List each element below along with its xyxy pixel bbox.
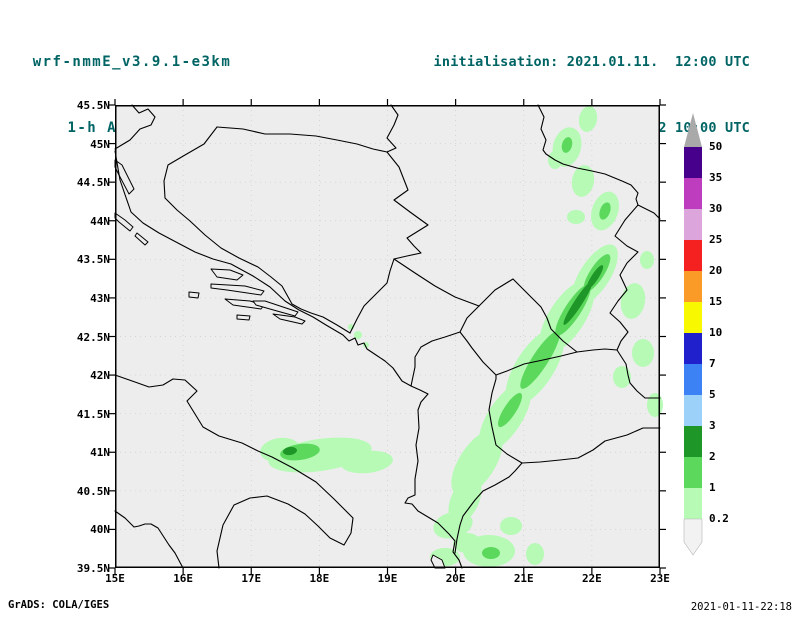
colorbar-level-label: 25	[709, 233, 723, 246]
lat-axis-label: 42.5N	[76, 330, 110, 344]
lat-axis-label: 43.5N	[76, 253, 110, 267]
colorbar-level-label: 2	[709, 450, 716, 463]
colorbar-level-label: 50	[709, 140, 723, 153]
lat-axis-label: 41.5N	[76, 407, 110, 421]
colorbar-top-arrow	[684, 113, 702, 147]
islands	[114, 159, 446, 569]
map-frame	[115, 105, 660, 568]
colorbar-level-label: 35	[709, 171, 723, 184]
colorbar-bottom-arrow	[683, 518, 703, 556]
colorbar-level-label: 20	[709, 264, 723, 277]
lat-axis-label: 40.5N	[76, 484, 110, 498]
colorbar-level-label: 30	[709, 202, 723, 215]
lon-axis-label: 22E	[581, 572, 602, 585]
colorbar-level-label: 3	[709, 419, 716, 432]
colorbar-level-label: 5	[709, 388, 716, 401]
lon-axis-label: 15E	[105, 572, 125, 585]
colorbar-segment	[684, 395, 702, 426]
colorbar-segment	[684, 271, 702, 302]
colorbar-level-label: 7	[709, 357, 716, 370]
colorbar-segment	[684, 302, 702, 333]
creation-timestamp: 2021-01-11-22:18	[690, 601, 792, 613]
coastlines	[114, 150, 463, 569]
lat-axis-label: 44N	[90, 214, 110, 228]
grads-credit: GrADS: COLA/IGES	[8, 599, 110, 611]
colorbar-level-label: 10	[709, 326, 723, 339]
lat-axis-label: 42N	[90, 369, 110, 383]
colorbar-level-label: 0.2	[709, 512, 729, 525]
map-plot	[109, 99, 666, 574]
colorbar-segment	[684, 364, 702, 395]
lon-axis-label: 18E	[309, 572, 330, 585]
colorbar-segment	[684, 457, 702, 488]
colorbar-segment	[684, 209, 702, 240]
colorbar-segment	[684, 488, 702, 519]
country-borders	[114, 104, 661, 554]
lon-axis-label: 16E	[173, 572, 194, 585]
init-time: initialisation: 2021.01.11. 12:00 UTC	[433, 54, 750, 70]
colorbar-segment	[684, 147, 702, 178]
colorbar-segment	[684, 240, 702, 271]
lat-axis-label: 45.5N	[76, 99, 110, 112]
colorbar-level-label: 1	[709, 481, 716, 494]
lat-axis-label: 39.5N	[76, 562, 110, 575]
colorbar	[683, 113, 703, 556]
lat-axis-label: 41N	[90, 446, 110, 460]
lat-axis-label: 43N	[90, 291, 110, 305]
lon-axis-label: 23E	[650, 572, 670, 585]
lon-axis-label: 21E	[513, 572, 534, 585]
lat-axis-label: 40N	[90, 523, 110, 537]
colorbar-level-label: 15	[709, 295, 723, 308]
colorbar-segment	[684, 426, 702, 457]
lon-axis-label: 19E	[377, 572, 398, 585]
lon-axis-label: 17E	[241, 572, 262, 585]
lon-axis-label: 20E	[445, 572, 466, 585]
colorbar-segment	[684, 178, 702, 209]
lat-axis-label: 44.5N	[76, 176, 110, 190]
colorbar-segment	[684, 333, 702, 364]
precip-dark-layer	[283, 265, 604, 456]
lat-axis-label: 45N	[90, 137, 110, 151]
axis-ticks	[109, 99, 666, 574]
model-title: wrf-nmmE_v3.9.1-e3km	[32, 54, 232, 70]
